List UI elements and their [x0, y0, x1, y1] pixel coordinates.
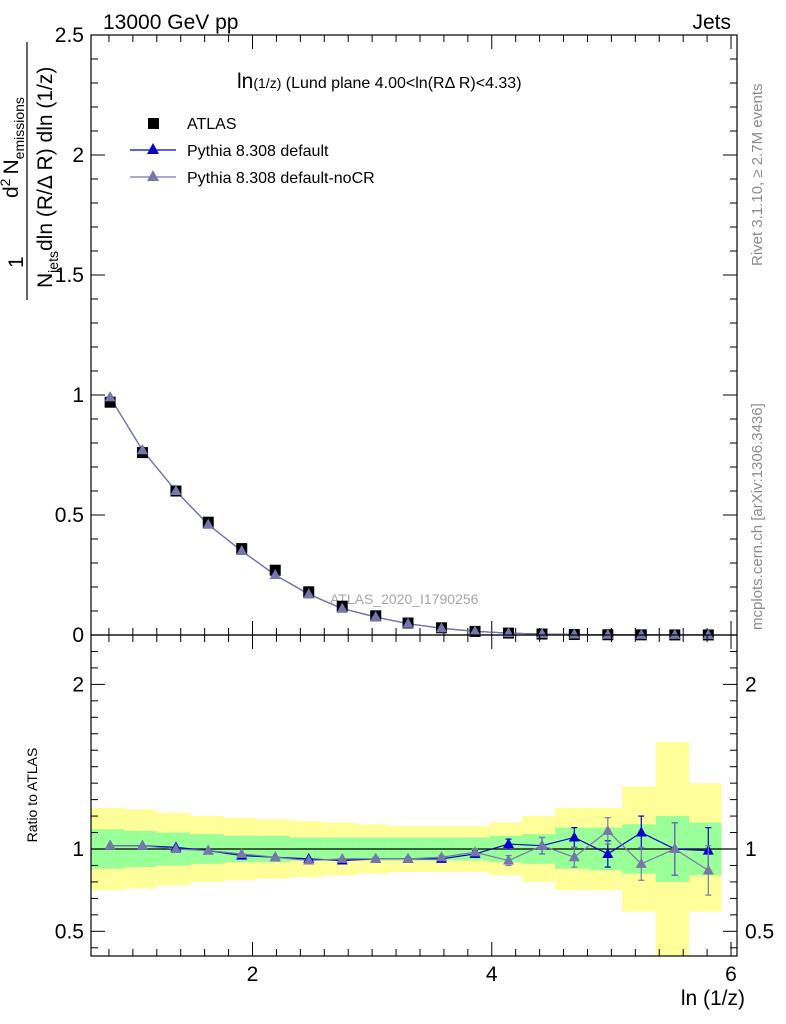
nocr-data-point	[269, 569, 281, 579]
ratio-y-tick-label: 1	[72, 838, 84, 861]
nocr-data-point	[370, 611, 382, 621]
x-axis-label: ln (1/z)	[681, 987, 745, 1010]
rivet-version-text: Rivet 3.1.10, ≥ 2.7M events	[749, 84, 766, 267]
nocr-ratio-point	[669, 843, 681, 853]
main-y-tick-label: 2	[72, 144, 84, 167]
nocr-ratio-point	[104, 839, 116, 850]
ylabel-njets-sub: jets	[45, 251, 61, 274]
ratio-y-tick-label-right: 2	[745, 673, 757, 696]
nocr-data-point	[136, 444, 148, 455]
ratio-band-inner	[555, 827, 589, 869]
nocr-ratio-point	[536, 839, 548, 850]
legend-default-label: Pythia 8.308 default	[187, 143, 329, 160]
default-ratio-point	[503, 838, 515, 849]
nocr-ratio-point	[236, 847, 248, 858]
default-ratio-point	[602, 847, 614, 858]
nocr-data-point	[303, 588, 315, 599]
ratio-y-tick-label: 2	[72, 673, 84, 696]
plot-title-sub: (1/z)	[253, 75, 281, 91]
nocr-data-point	[436, 622, 448, 633]
main-y-tick-label: 0.5	[55, 504, 84, 527]
nocr-ratio-point	[336, 852, 348, 863]
ratio-data-layer	[104, 815, 714, 896]
nocr-ratio-point	[602, 824, 614, 835]
header-left: 13000 GeV pp	[103, 11, 238, 34]
nocr-data-point	[170, 485, 182, 495]
ratio-y-axis-label: Ratio to ATLAS	[24, 748, 40, 843]
nocr-ratio-point	[370, 852, 382, 863]
atlas-data-point	[104, 396, 116, 408]
legend-atlas-label: ATLAS	[187, 116, 237, 133]
nocr-ratio-point	[436, 851, 448, 862]
analysis-watermark: ATLAS_2020_I1790256	[330, 591, 479, 607]
nocr-data-point	[635, 628, 647, 639]
nocr-ratio-point	[136, 839, 148, 850]
ylabel-d2-sup: 2	[0, 178, 13, 186]
nocr-ratio-point	[303, 854, 315, 865]
ratio-plot-frame	[90, 634, 738, 957]
nocr-data-point	[669, 628, 681, 639]
legend: ATLAS Pythia 8.308 default Pythia 8.308 …	[130, 116, 375, 187]
mcplots-credit-text: mcplots.cern.ch [arXiv:1306.3436]	[749, 403, 766, 630]
ylabel-numer: N	[0, 159, 23, 174]
ylabel-one: 1	[5, 256, 28, 268]
plot-title: ln(1/z) (Lund plane 4.00<ln(RΔ R)<4.33)	[237, 70, 522, 93]
ratio-axis-ticks: 2 4 6 0.5 0.5 1 1 2 2	[55, 635, 774, 986]
ylabel-d2: d	[0, 186, 23, 198]
main-axis-ticks: 0 0.5 1 1.5 2 2.5	[55, 24, 737, 647]
default-ratio-point	[635, 826, 647, 837]
nocr-data-point	[402, 617, 414, 628]
nocr-ratio-point	[469, 846, 481, 857]
main-y-tick-label: 1	[72, 384, 84, 407]
main-y-tick-label: 1.5	[55, 264, 84, 287]
legend-atlas-marker	[148, 118, 159, 129]
nocr-data-point	[236, 545, 248, 555]
nocr-data-point	[336, 602, 348, 613]
default-ratio-point	[568, 831, 580, 842]
header-right: Jets	[692, 11, 731, 34]
nocr-ratio-point	[402, 852, 414, 863]
nocr-data-point	[104, 391, 116, 402]
ylabel-njets: N	[34, 273, 57, 288]
nocr-data-point	[469, 625, 481, 636]
legend-nocr-marker	[147, 170, 159, 181]
nocr-data-point	[568, 628, 580, 639]
nocr-ratio-point	[269, 851, 281, 862]
legend-nocr-label: Pythia 8.308 default-noCR	[187, 170, 375, 187]
nocr-data-point	[702, 628, 714, 639]
ratio-y-tick-label-right: 0.5	[745, 920, 774, 943]
nocr-ratio-point	[503, 854, 515, 865]
nocr-ratio-point	[170, 843, 182, 853]
main-y-tick-label: 0	[72, 624, 84, 647]
ylabel-denominator: Njetsdln (R/Δ R) dln (1/z)	[34, 67, 61, 288]
ylabel-numer-sub: emissions	[11, 97, 27, 159]
legend-default-marker	[147, 143, 159, 154]
nocr-ratio-point	[635, 857, 647, 868]
x-tick-label: 6	[725, 963, 737, 986]
ylabel-numerator: d2 Nemissions	[0, 97, 27, 198]
plot-title-main: ln	[237, 70, 253, 93]
ylabel-denom: dln (R/Δ R) dln (1/z)	[34, 67, 57, 251]
x-tick-label: 2	[247, 963, 259, 986]
ratio-y-tick-label-right: 1	[745, 838, 757, 861]
x-tick-label: 4	[486, 963, 498, 986]
main-y-axis-label: 1 Njetsdln (R/Δ R) dln (1/z) d2 Nemission…	[0, 42, 61, 300]
main-y-tick-label: 2.5	[55, 24, 84, 47]
nocr-ratio-point	[202, 844, 214, 855]
ratio-y-tick-label: 0.5	[55, 920, 84, 943]
nocr-ratio-point	[568, 851, 580, 862]
nocr-data-point	[202, 518, 214, 529]
plot-title-rest: (Lund plane 4.00<ln(RΔ R)<4.33)	[281, 75, 521, 92]
nocr-ratio-point	[702, 864, 714, 875]
nocr-data-point	[602, 628, 614, 639]
